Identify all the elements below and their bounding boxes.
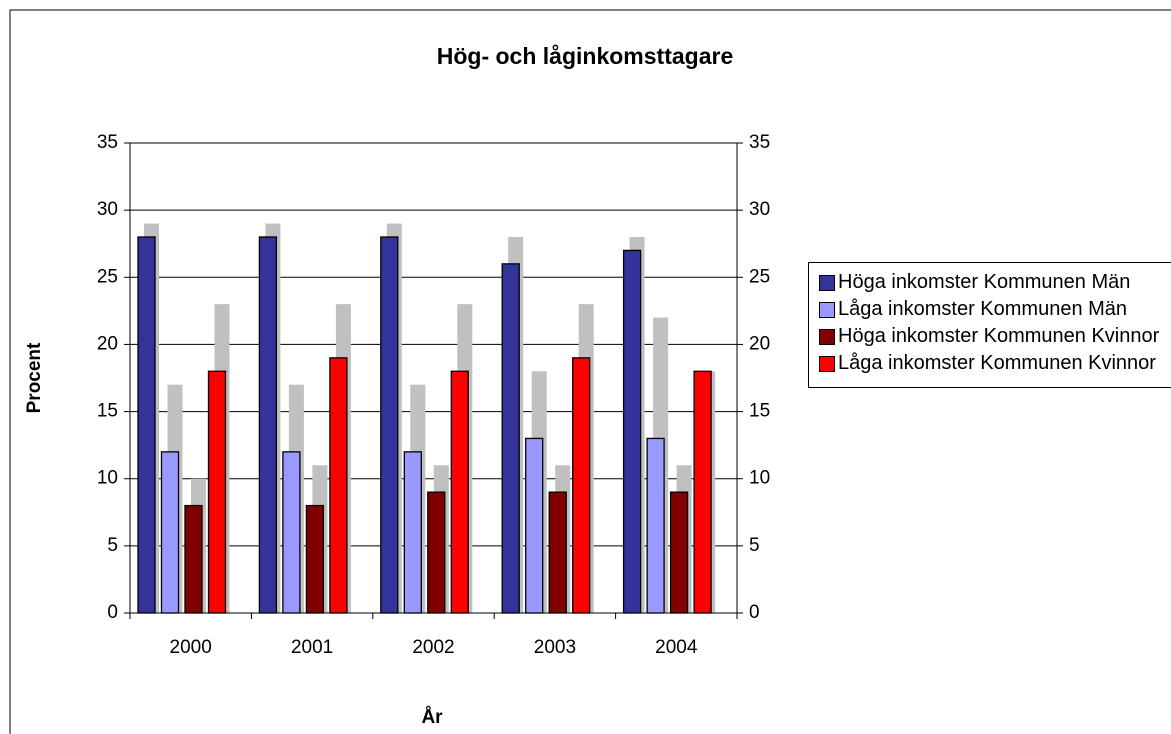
- legend-label: Låga inkomster Kommunen Män: [838, 298, 1128, 320]
- bar: [669, 491, 689, 614]
- bar: [693, 370, 712, 614]
- legend-item: Låga inkomster Kommunen Män: [819, 298, 1171, 321]
- legend-item: Låga inkomster Kommunen Kvinnor: [819, 352, 1171, 375]
- x-tick-label: 2002: [412, 637, 454, 658]
- x-axis-label: År: [421, 707, 443, 728]
- legend-item: Höga inkomster Kommunen Män: [819, 271, 1171, 294]
- bar: [525, 437, 544, 614]
- legend: Höga inkomster Kommunen Män Låga inkomste…: [808, 262, 1171, 388]
- y-tick-label: 10: [97, 468, 118, 489]
- bar: [282, 451, 301, 614]
- legend-label: Höga inkomster Kommunen Män: [838, 271, 1131, 293]
- y-tick-label: 25: [97, 266, 118, 287]
- legend-label: Höga inkomster Kommunen Kvinnor: [838, 325, 1160, 347]
- bar: [403, 451, 422, 614]
- bar: [380, 236, 399, 614]
- legend-swatch: [819, 275, 835, 291]
- bar: [427, 491, 446, 614]
- y-tick-label: 15: [97, 401, 118, 422]
- y-axis-label: Procent: [24, 342, 45, 413]
- legend-item: Höga inkomster Kommunen Kvinnor: [819, 325, 1171, 348]
- legend-swatch: [819, 356, 835, 372]
- y2-tick-label: 25: [749, 266, 770, 287]
- legend-swatch: [819, 329, 835, 345]
- bar: [572, 357, 591, 614]
- x-tick-label: 2000: [170, 637, 212, 658]
- legend-swatch: [819, 302, 835, 318]
- y2-tick-label: 20: [749, 333, 770, 354]
- bar: [646, 437, 665, 614]
- bar: [622, 249, 642, 614]
- chart-title: Hög- och låginkomsttagare: [437, 43, 733, 69]
- y2-tick-label: 0: [749, 602, 760, 623]
- y-tick-label: 30: [97, 199, 118, 220]
- y2-tick-label: 35: [749, 132, 770, 153]
- bar: [329, 357, 348, 614]
- bar: [160, 451, 180, 614]
- bar: [501, 263, 520, 614]
- bar: [184, 504, 203, 614]
- legend-label: Låga inkomster Kommunen Kvinnor: [838, 352, 1156, 374]
- y-tick-label: 5: [107, 535, 118, 556]
- bar: [305, 504, 325, 614]
- x-tick-label: 2001: [291, 637, 333, 658]
- bar: [548, 491, 567, 614]
- x-tick-label: 2004: [655, 637, 698, 658]
- bar: [258, 236, 278, 614]
- y2-tick-label: 15: [749, 401, 770, 422]
- y2-tick-label: 5: [749, 535, 760, 556]
- y2-tick-label: 10: [749, 468, 770, 489]
- bar: [207, 370, 227, 614]
- y-tick-label: 0: [107, 602, 118, 623]
- y2-tick-label: 30: [749, 199, 770, 220]
- y-tick-label: 35: [97, 132, 118, 153]
- y-tick-label: 20: [97, 333, 118, 354]
- x-tick-label: 2003: [534, 637, 576, 658]
- bar: [450, 370, 469, 614]
- bar: [137, 236, 156, 614]
